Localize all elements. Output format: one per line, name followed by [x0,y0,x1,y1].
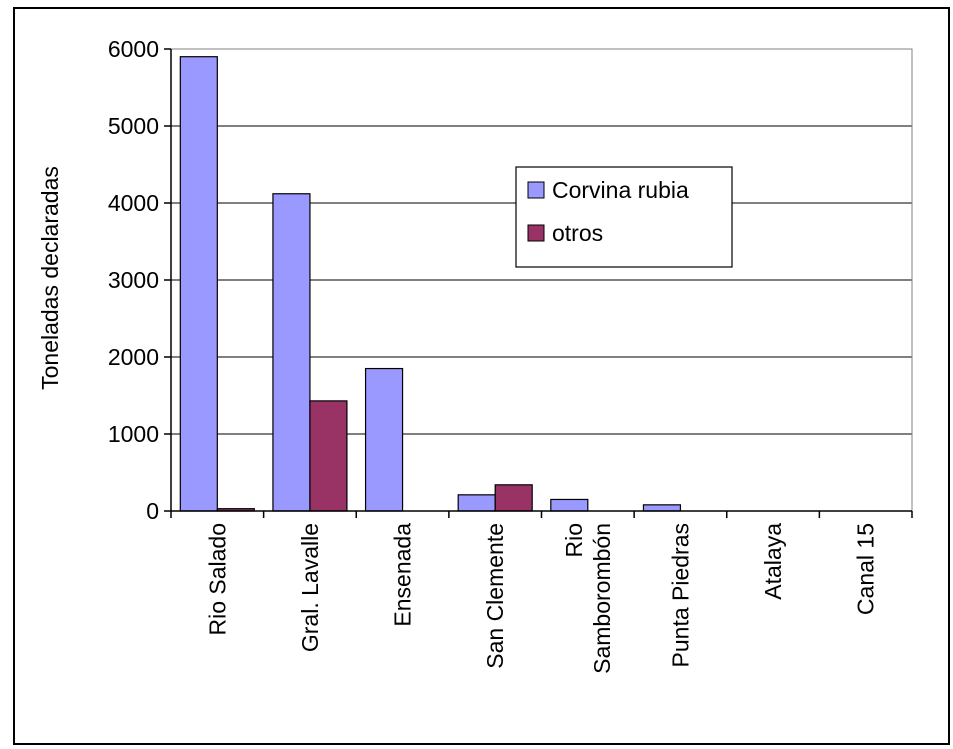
bar-otros [494,484,533,512]
axes [164,48,913,518]
y-tick-label: 0 [146,498,159,524]
bars [179,56,682,512]
legend-swatch [527,224,545,242]
y-tick-label: 6000 [108,36,159,62]
bar-corvina-rubia [642,504,682,512]
bar-corvina-rubia [364,367,404,512]
bar-corvina-rubia [550,498,589,512]
x-tick-label: RioSamborombón [561,523,615,674]
legend-swatch [527,181,545,199]
x-tick-labels: Rio Salado Gral. Lavalle Ensenada San Cleme… [204,523,878,674]
legend: Corvina rubia otros [515,166,733,268]
bar-otros [309,400,348,512]
x-tick-label: Gral. Lavalle [297,523,323,652]
y-tick-label: 5000 [108,113,159,139]
x-tick-label: Punta Piedras [667,523,693,667]
legend-box [515,166,733,268]
bar-corvina-rubia [457,494,496,512]
x-tick-label: San Clemente [482,523,508,669]
y-tick-labels: 0 1000 2000 3000 4000 5000 6000 [108,36,159,524]
x-tick-label: Atalaya [760,523,786,600]
y-tick-label: 4000 [108,190,159,216]
x-tick-label: Canal 15 [853,523,879,615]
legend-label: Corvina rubia [552,177,689,203]
x-tick-label: Ensenada [390,523,416,627]
legend-label: otros [552,220,603,246]
y-tick-label: 2000 [108,344,159,370]
y-tick-label: 3000 [108,267,159,293]
x-tick-label: Rio Salado [204,523,230,636]
y-axis-title: Toneladas declaradas [37,166,63,390]
bar-corvina-rubia [179,56,218,512]
y-tick-label: 1000 [108,421,159,447]
chart-frame [13,7,950,745]
bar-corvina-rubia [272,193,311,512]
